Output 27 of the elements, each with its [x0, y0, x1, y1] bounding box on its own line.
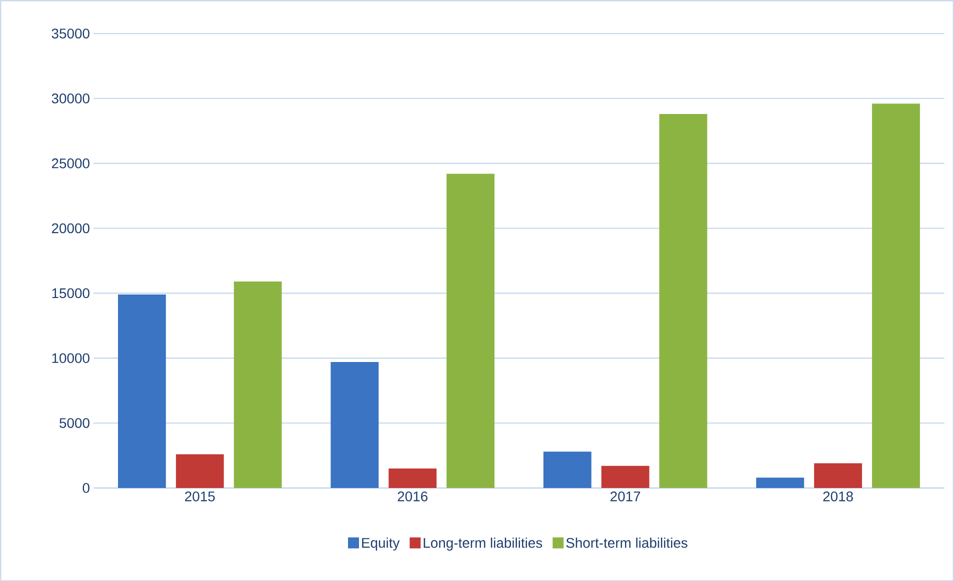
bar — [330, 362, 379, 488]
x-tick-label: 2016 — [398, 491, 428, 502]
bar — [543, 451, 592, 488]
y-tick-label: 35000 — [52, 28, 90, 38]
legend-label: Equity — [362, 537, 400, 550]
x-tick-label: 2017 — [610, 491, 640, 502]
legend-label: Long-term liabilities — [424, 537, 542, 550]
y-tick-label: 10000 — [52, 352, 90, 363]
legend-label: Short-term liabilities — [566, 537, 688, 548]
bar — [814, 463, 862, 488]
y-tick-label: 25000 — [52, 158, 90, 168]
bar — [118, 294, 166, 488]
y-tick-label: 15000 — [52, 288, 90, 298]
y-tick-label: 20000 — [52, 223, 90, 234]
bar — [756, 477, 804, 488]
y-tick-label: 5000 — [60, 418, 90, 428]
x-tick-label: 2018 — [823, 491, 853, 502]
bar — [234, 281, 282, 488]
bar — [659, 114, 708, 488]
bar — [601, 466, 650, 488]
bar — [446, 174, 494, 488]
bar — [176, 454, 224, 488]
bar — [388, 468, 437, 488]
y-tick-label: 0 — [82, 482, 90, 493]
x-tick-label: 2015 — [185, 491, 215, 502]
bar — [872, 103, 920, 488]
y-tick-label: 30000 — [52, 93, 90, 104]
